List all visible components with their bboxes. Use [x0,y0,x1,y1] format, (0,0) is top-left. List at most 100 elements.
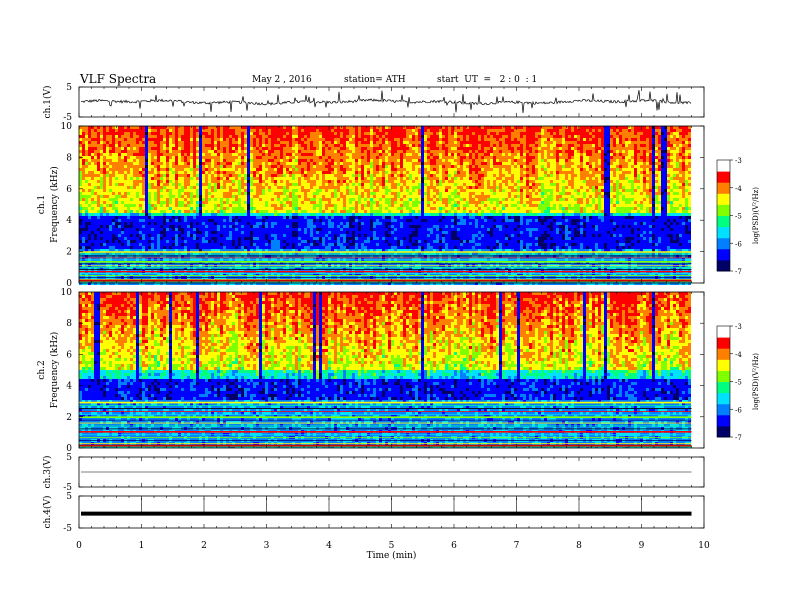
spec1-cell [280,243,283,246]
spec1-cell [247,147,250,150]
spec1-cell [154,174,157,177]
spec1-cell [223,159,226,162]
spec1-cell [220,180,223,183]
spec1-cell [121,171,124,174]
spec1-cell [256,126,259,129]
spec1-cell [172,252,175,255]
spec1-cell [316,165,319,168]
spec1-cell [301,147,304,150]
spec1-cell [295,174,298,177]
spec1-cell [307,240,310,243]
spec1-cell [154,192,157,195]
spec1-cell [319,138,322,141]
spec1-cell [289,156,292,159]
spec1-cell [223,228,226,231]
spec1-cell [142,177,145,180]
spec1-cell [121,156,124,159]
spec1-cell [142,198,145,201]
spec1-cell [163,210,166,213]
spec1-cell [79,237,82,240]
spec1-cell [115,240,118,243]
spec1-cell [94,129,97,132]
spec1-cell [82,129,85,132]
spec1-cell [319,153,322,156]
spec1-cell [268,186,271,189]
spec1-cell [352,135,355,138]
spec1-cell [256,156,259,159]
spec1-cell [163,204,166,207]
spec1-cell [136,207,139,210]
spec1-cell [343,231,346,234]
spec1-cell [112,240,115,243]
spec1-cell [202,159,205,162]
spec1-cell [343,192,346,195]
spec1-cell [199,243,202,246]
spec1-cell [199,204,202,207]
spec1-cell [214,126,217,129]
spec1-cell [82,267,85,270]
spec1-cell [124,228,127,231]
spec1-cell [118,150,121,153]
spec1-cell [337,216,340,219]
spec1-cell [118,225,121,228]
spec1-cell [172,237,175,240]
spec1-cell [82,255,85,258]
spec1-cell [148,162,151,165]
spec1-cell [151,177,154,180]
spec1-cell [316,138,319,141]
spec1-cell [169,165,172,168]
spec1-cell [103,213,106,216]
spec1-cell [331,192,334,195]
spec1-cell [268,156,271,159]
spec1-cell [334,273,337,276]
spec1-cell [127,243,130,246]
spec1-cell [175,144,178,147]
spec1-cell [226,141,229,144]
spec1-cell [292,129,295,132]
spec1-cell [301,204,304,207]
spec1-cell [175,237,178,240]
spec1-cell [196,153,199,156]
spec1-cell [262,252,265,255]
spec1-cell [349,147,352,150]
spec1-cell [274,207,277,210]
spec1-cell [214,219,217,222]
spec1-cell [190,273,193,276]
spec1-cell [295,240,298,243]
spec1-cell [337,165,340,168]
spec1-cell [280,165,283,168]
spec1-cell [250,135,253,138]
spec1-cell [139,207,142,210]
spec1-cell [232,165,235,168]
spec1-cell [316,249,319,252]
spec1-cell [109,159,112,162]
spec1-cell [172,273,175,276]
spec1-cell [199,207,202,210]
spec1-cell [238,195,241,198]
spec1-cell [142,234,145,237]
spec1-cell [127,147,130,150]
spec1-cell [88,249,91,252]
spec1-cell [85,180,88,183]
spec1-cell [256,255,259,258]
spec1-cell [214,231,217,234]
spec1-cell [91,174,94,177]
spec1-cell [316,135,319,138]
spec1-cell [271,267,274,270]
spec1-cell [214,246,217,249]
spec1-cell [172,282,175,285]
spec1-cell [280,195,283,198]
spec1-cell [313,138,316,141]
spec1-cell [322,282,325,285]
spec1-cell [205,177,208,180]
spec1-cell [82,126,85,129]
spec1-cell [199,216,202,219]
spec1-cell [115,192,118,195]
spec1-cell [187,168,190,171]
spec1-cell [130,207,133,210]
spec1-cell [169,195,172,198]
spec1-cell [157,162,160,165]
spec1-cell [292,147,295,150]
spec1-cell [169,183,172,186]
spec1-cell [322,195,325,198]
